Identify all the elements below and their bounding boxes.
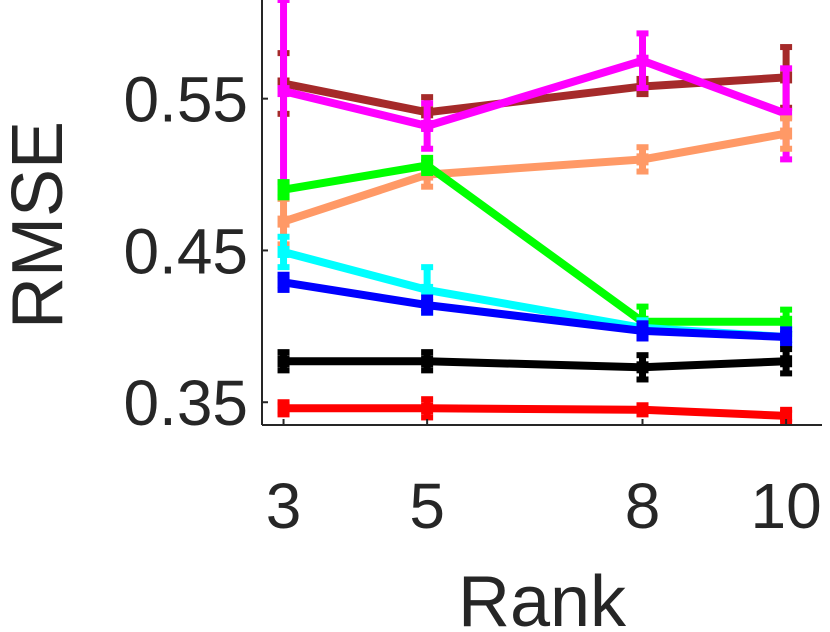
y-tick-label: 0.45: [123, 215, 248, 287]
series-line: [282, 161, 787, 326]
data-point: [780, 315, 793, 328]
series-line: [283, 404, 787, 420]
data-point: [277, 85, 290, 98]
data-point: [421, 119, 434, 132]
series-3: [277, 115, 793, 248]
x-tick-label: 8: [625, 470, 661, 542]
series-6: [277, 271, 793, 348]
y-tick-label: 0.55: [123, 64, 248, 136]
series-7: [277, 346, 793, 383]
data-point: [277, 355, 290, 368]
data-point: [780, 127, 793, 140]
y-axis-title: RMSE: [0, 121, 78, 329]
data-point: [277, 402, 290, 415]
data-point: [277, 276, 290, 289]
data-point: [636, 361, 649, 374]
series-8: [277, 396, 793, 425]
series-line: [282, 56, 788, 130]
series-line: [282, 278, 787, 341]
data-point: [636, 153, 649, 166]
data-point: [421, 299, 434, 312]
series-layer: [277, 0, 793, 425]
x-axis-title: Rank: [458, 562, 627, 632]
data-point: [277, 183, 290, 196]
series-line: [282, 73, 787, 117]
series-line: [283, 357, 787, 372]
x-tick-label: 5: [409, 470, 445, 542]
data-point: [636, 403, 649, 416]
x-tick-label: 3: [266, 470, 302, 542]
y-tick-label: 0.35: [123, 367, 248, 439]
axes: 3 5 8 10 0.35 0.45 0.55: [123, 0, 822, 542]
series-line: [282, 129, 787, 226]
ticks: 3 5 8 10 0.35 0.45 0.55: [123, 64, 821, 542]
data-point: [636, 324, 649, 337]
data-point: [277, 245, 290, 258]
data-point: [780, 355, 793, 368]
data-point: [421, 402, 434, 415]
data-point: [636, 54, 649, 67]
data-point: [421, 355, 434, 368]
data-point: [421, 283, 434, 296]
series-2: [277, 0, 793, 186]
data-point: [277, 215, 290, 228]
data-point: [421, 159, 434, 172]
x-tick-label: 10: [751, 470, 822, 542]
data-point: [780, 409, 793, 422]
data-point: [780, 330, 793, 343]
